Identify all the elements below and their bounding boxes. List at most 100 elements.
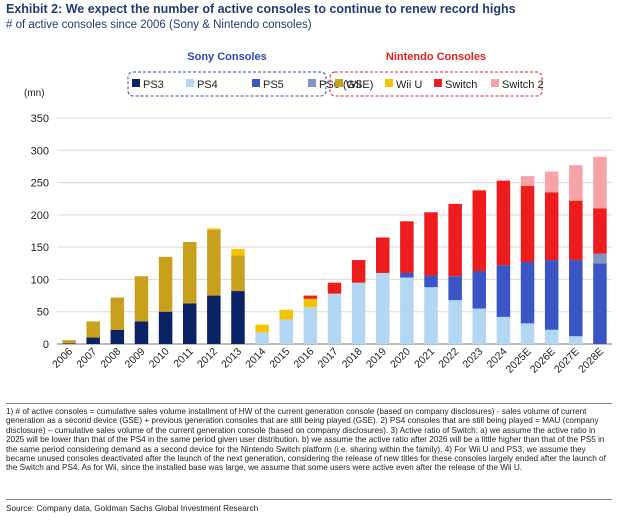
y-tick-label: 250 [31, 178, 49, 190]
bar-ps4-2019 [376, 272, 390, 344]
bar-ps4-2027e [569, 336, 583, 344]
bar-wii-2010 [158, 256, 173, 312]
bar-switch-2018 [351, 260, 366, 283]
legend-swatch [252, 79, 260, 87]
bar-ps4-2015 [279, 319, 293, 344]
y-tick-label: 50 [37, 307, 49, 319]
divider-bottom [6, 499, 612, 500]
bar-wii-2009 [134, 276, 149, 322]
legend: Sony Consoles PS3 PS4 PS5 PS6 (GSE) Nintendo … [127, 51, 544, 97]
bar-switch-2025e [520, 185, 535, 262]
bar-switch-2026e [544, 192, 559, 261]
bar-switch-2027e [569, 200, 583, 261]
x-tick-label: 2013 [219, 346, 244, 371]
bar-ps5-2028e [593, 263, 607, 344]
bar-ps5-2020 [400, 272, 414, 278]
legend-swatch [335, 79, 343, 87]
bar-switch-2017 [327, 282, 342, 294]
y-tick-label: 0 [43, 339, 49, 351]
bar-switch-2022 [448, 203, 462, 277]
bar-ps5-2026e [544, 260, 559, 330]
bar-ps3-2006 [62, 343, 76, 344]
legend-label: PS4 [197, 79, 218, 91]
bar-switch-2028e [593, 208, 607, 254]
bar-wii-u-2016 [303, 298, 318, 308]
bar-switch-2023 [472, 190, 487, 272]
bar-wii-2006 [62, 340, 76, 344]
y-tick-label: 200 [31, 210, 49, 222]
x-tick-label: 2015 [267, 346, 292, 371]
x-tick-label: 2012 [195, 346, 220, 371]
legend-swatch [308, 79, 316, 87]
y-tick-label: 150 [31, 242, 49, 254]
bar-ps3-2010 [158, 311, 173, 344]
bar-ps4-2017 [327, 293, 342, 344]
bars [62, 156, 607, 344]
bar-wii-u-2013 [231, 249, 245, 256]
bar-wii-u-2015 [279, 309, 293, 320]
bar-wii-2012 [207, 229, 221, 296]
bar-ps3-2013 [231, 291, 245, 344]
bar-ps5-2027e [569, 260, 583, 337]
x-tick-label: 2028E [576, 346, 606, 376]
bar-ps4-2026e [544, 329, 559, 344]
bar-wii-u-2012 [207, 228, 221, 230]
legend-swatch [186, 79, 194, 87]
bar-switch-2024 [496, 180, 511, 266]
bar-ps4-2016 [303, 307, 318, 344]
bar-ps5-2025e [520, 261, 535, 324]
legend-group-title: Sony Consoles [187, 51, 266, 63]
bar-wii-2007 [86, 321, 100, 338]
x-tick-label: 2020 [388, 346, 413, 371]
bar-ps4-2021 [424, 287, 438, 344]
bar-switch-2-2028e [593, 156, 607, 209]
footnotes: 1) # of active consoles = cumulative sal… [6, 407, 606, 473]
x-tick-label: 2023 [460, 346, 485, 371]
bar-ps5-2023 [472, 271, 487, 309]
bar-ps4-2024 [496, 316, 511, 344]
legend-swatch [132, 79, 140, 87]
bar-ps4-2022 [448, 300, 462, 344]
legend-swatch [434, 79, 442, 87]
bar-switch-2-2027e [569, 165, 583, 201]
x-tick-label: 2010 [147, 346, 172, 371]
bar-ps5-2021 [424, 275, 438, 288]
bar-wii-2013 [231, 255, 245, 292]
bar-wii-2011 [182, 241, 197, 304]
bar-ps6-gse-2028e [593, 253, 607, 264]
bar-ps4-2023 [472, 308, 487, 344]
bar-switch-2021 [424, 212, 438, 276]
x-tick-label: 2026E [528, 346, 558, 376]
x-tick-label: 2007 [74, 346, 99, 371]
bar-ps3-2007 [86, 337, 100, 344]
legend-label: PS6 (GSE) [319, 79, 373, 91]
legend-label: Switch 2 [502, 79, 544, 91]
legend-label: PS3 [143, 79, 164, 91]
x-tick-label: 2016 [291, 346, 316, 371]
legend-label: Wii U [396, 79, 422, 91]
y-tick-label: 350 [31, 113, 49, 125]
x-tick-label: 2019 [364, 346, 389, 371]
bar-switch-2016 [303, 295, 318, 299]
y-tick-label: 300 [31, 145, 49, 157]
legend-group-title: Nintendo Consoles [386, 51, 486, 63]
legend-label: Wii [346, 79, 361, 91]
chart-title: Exhibit 2: We expect the number of activ… [6, 2, 516, 16]
bar-ps4-2020 [400, 277, 414, 344]
x-tick-label: 2025E [504, 346, 534, 376]
bar-ps4-2025e [520, 323, 535, 344]
bar-switch-2019 [376, 237, 390, 273]
x-tick-label: 2017 [316, 346, 341, 371]
stacked-bar-chart: Sony Consoles PS3 PS4 PS5 PS6 (GSE) Nintendo … [24, 51, 612, 376]
legend-label: PS5 [263, 79, 284, 91]
y-axis: 0 50 100 150 200 250 300 350 (mn) [24, 88, 49, 351]
x-tick-label: 2014 [243, 346, 268, 371]
source-note: Source: Company data, Goldman Sachs Glob… [6, 504, 259, 513]
bar-ps4-2018 [351, 282, 366, 344]
x-tick-label: 2018 [340, 346, 365, 371]
bar-ps3-2009 [134, 321, 149, 344]
bar-ps4-2014 [255, 332, 269, 344]
legend-label: Switch [445, 79, 477, 91]
divider-top [6, 403, 612, 404]
x-tick-label: 2022 [436, 346, 461, 371]
